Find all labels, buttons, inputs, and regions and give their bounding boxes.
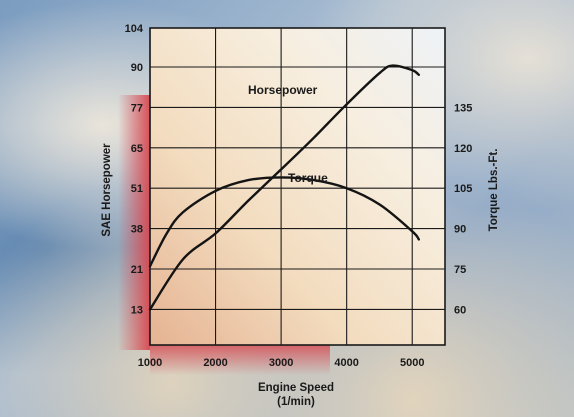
left-tick-label: 104 bbox=[125, 23, 144, 35]
left-tick-label: 90 bbox=[131, 62, 143, 74]
right-tick-label: 90 bbox=[454, 224, 466, 236]
x-axis-ticks: 1000 2000 3000 4000 5000 bbox=[138, 357, 425, 369]
left-tick-label: 38 bbox=[131, 224, 143, 236]
series-line-torque bbox=[148, 176, 420, 268]
left-tick-label: 51 bbox=[131, 183, 143, 195]
x-tick-label: 3000 bbox=[269, 357, 293, 369]
right-tick-label: 75 bbox=[454, 264, 466, 276]
left-axis-title: SAE Horsepower bbox=[101, 143, 113, 237]
right-tick-label: 135 bbox=[454, 102, 472, 114]
series-lines bbox=[148, 64, 420, 311]
plot-area bbox=[149, 27, 446, 346]
right-tick-label: 120 bbox=[454, 143, 472, 155]
left-tick-label: 21 bbox=[131, 264, 143, 276]
left-axis-ticks: 104 90 77 65 51 38 21 13 bbox=[125, 23, 144, 317]
grid-lines bbox=[149, 28, 445, 345]
right-axis-title: Torque Lbs.-Ft. bbox=[488, 149, 500, 232]
x-tick-label: 2000 bbox=[203, 357, 227, 369]
plot-glow-bottom bbox=[150, 345, 330, 375]
left-tick-label: 65 bbox=[131, 143, 143, 155]
right-tick-label: 60 bbox=[454, 304, 466, 316]
right-tick-label: 105 bbox=[454, 183, 472, 195]
left-tick-label: 13 bbox=[131, 304, 143, 316]
x-tick-label: 5000 bbox=[400, 357, 424, 369]
series-label-horsepower: Horsepower bbox=[248, 83, 318, 97]
series-line-horsepower bbox=[148, 64, 420, 311]
left-tick-label: 77 bbox=[131, 102, 143, 114]
right-axis-ticks: 135 120 105 90 75 60 bbox=[454, 102, 472, 316]
plot-glow-left bbox=[118, 95, 150, 350]
x-axis-unit: (1/min) bbox=[277, 396, 315, 408]
x-axis-title: Engine Speed bbox=[258, 382, 334, 394]
x-tick-label: 4000 bbox=[334, 357, 358, 369]
x-tick-label: 1000 bbox=[138, 357, 162, 369]
series-label-torque: Torque bbox=[288, 171, 328, 185]
